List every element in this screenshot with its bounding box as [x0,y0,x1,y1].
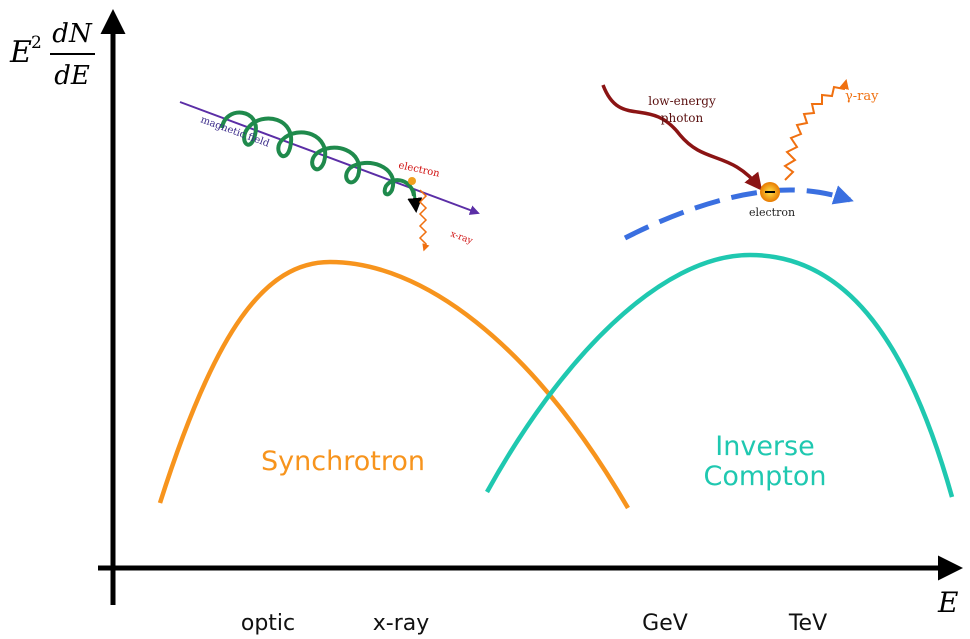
photon-label: low-energy [648,94,716,108]
x-tick-labels: optic x-ray GeV TeV [241,611,827,636]
photon-path [601,84,763,191]
helix-arrow [407,189,423,213]
synchrotron-label: Synchrotron [261,446,425,477]
x-tick-label: TeV [788,611,827,636]
electron-dot [408,177,416,185]
x-tick-label: GeV [642,611,688,636]
gamma-wave [783,79,849,181]
inverse-compton-curve [485,252,955,498]
compton-label: Compton [703,461,826,492]
x-ray-label: x-ray [449,229,475,246]
x-ray-wave [418,189,430,252]
compton-label: Inverse [715,431,814,462]
y-axis-label: E 2 dN dE [9,19,95,91]
x-axis-label: E [937,586,958,619]
electron-path [623,185,854,241]
gamma-label: γ-ray [845,89,879,104]
helix [220,110,416,197]
electron-label: electron [749,206,795,219]
y-label-denominator: dE [54,61,90,91]
y-label-exponent: 2 [31,33,42,53]
photon-label: photon [661,111,704,125]
x-tick-label: x-ray [373,611,430,636]
field-line [179,101,480,215]
y-label-numerator: dN [52,19,93,49]
y-label-base: E [9,35,32,70]
x-tick-label: optic [241,611,295,636]
electron-label: electron [397,160,441,180]
synchrotron-curve [157,259,630,510]
